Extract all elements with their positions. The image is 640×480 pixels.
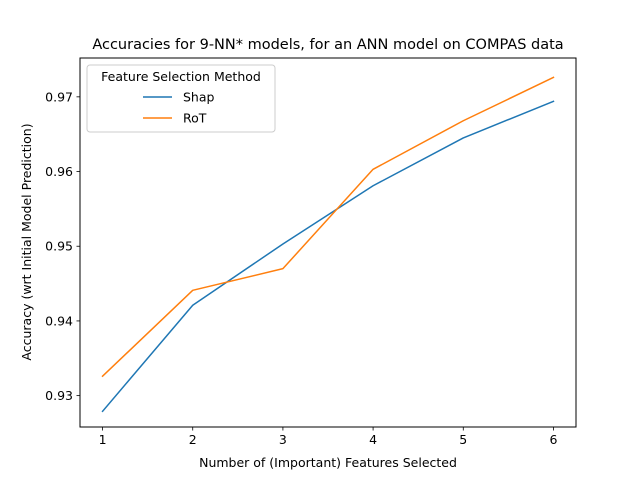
series-line-rot bbox=[101, 76, 555, 378]
y-tick-label: 0.97 bbox=[45, 89, 73, 104]
y-tick-label: 0.95 bbox=[45, 239, 73, 254]
legend-frame bbox=[86, 64, 276, 133]
x-axis-ticks: 1 2 3 4 5 6 bbox=[99, 427, 557, 447]
x-tick-label: 3 bbox=[279, 432, 287, 447]
y-axis-ticks: 0.93 0.94 0.95 0.96 0.97 bbox=[45, 89, 80, 403]
x-axis-label: Number of (Important) Features Selected bbox=[199, 455, 457, 470]
chart-title: Accuracies for 9-NN* models, for an ANN … bbox=[92, 37, 563, 53]
x-tick-label: 5 bbox=[459, 432, 467, 447]
x-tick-label: 1 bbox=[99, 432, 107, 447]
plot-frame bbox=[79, 57, 577, 428]
y-axis-label: Accuracy (wrt Initial Model Prediction) bbox=[19, 123, 34, 360]
x-tick-label: 6 bbox=[549, 432, 557, 447]
legend-entries: Shap RoT bbox=[143, 90, 215, 126]
x-tick-label: 2 bbox=[189, 432, 197, 447]
y-tick-label: 0.93 bbox=[45, 388, 73, 403]
plot-lines bbox=[101, 76, 555, 413]
y-tick-label: 0.94 bbox=[45, 313, 73, 328]
legend: Feature Selection Method Shap RoT bbox=[86, 64, 276, 133]
legend-label-rot: RoT bbox=[183, 111, 207, 126]
y-tick-label: 0.96 bbox=[45, 164, 73, 179]
x-tick-label: 4 bbox=[369, 432, 377, 447]
legend-label-shap: Shap bbox=[183, 90, 215, 105]
legend-title: Feature Selection Method bbox=[101, 69, 261, 84]
series-line-shap bbox=[101, 100, 555, 413]
